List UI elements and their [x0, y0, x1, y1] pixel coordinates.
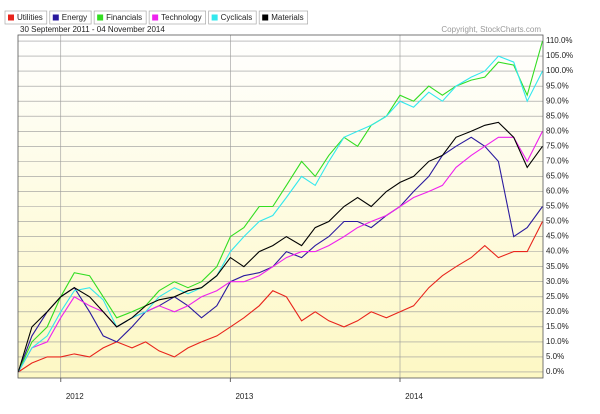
legend-swatch — [262, 14, 269, 21]
subtitle: 30 September 2011 - 04 November 2014 — [20, 25, 165, 34]
copyright: Copyright, StockCharts.com — [441, 25, 541, 34]
legend-box — [258, 10, 309, 25]
y-tick-label: 30.0% — [546, 277, 569, 286]
legend-label: Cyclicals — [221, 13, 253, 22]
legend-box — [93, 10, 147, 25]
y-tick-label: 50.0% — [546, 217, 569, 226]
legend-swatch — [97, 14, 104, 21]
y-tick-label: 95.0% — [546, 81, 569, 90]
legend-swatch — [211, 14, 218, 21]
y-tick-label: 55.0% — [546, 202, 569, 211]
y-tick-label: 15.0% — [546, 322, 569, 331]
y-tick-label: 60.0% — [546, 187, 569, 196]
legend-box — [4, 10, 48, 25]
y-tick-label: 90.0% — [546, 96, 569, 105]
legend-swatch — [52, 14, 59, 21]
y-tick-label: 80.0% — [546, 126, 569, 135]
y-tick-label: 105.0% — [546, 51, 573, 60]
plot-border — [17, 34, 544, 379]
y-tick-label: 110.0% — [546, 36, 573, 45]
y-tick-label: 65.0% — [546, 172, 569, 181]
legend-box — [49, 10, 92, 25]
series-line — [17, 40, 544, 373]
y-tick-label: 100.0% — [546, 66, 573, 75]
legend-label: Materials — [271, 13, 303, 22]
y-tick-label: 0.0% — [546, 367, 564, 376]
legend-label: Technology — [161, 13, 201, 22]
legend-label: Financials — [106, 13, 142, 22]
y-tick-label: 75.0% — [546, 141, 569, 150]
legend-box — [208, 10, 257, 25]
legend-swatch — [8, 14, 14, 21]
legend-swatch — [152, 14, 159, 21]
series-line — [17, 136, 543, 373]
y-tick-label: 70.0% — [546, 156, 569, 165]
series-line — [17, 121, 543, 373]
y-tick-label: 45.0% — [546, 232, 569, 241]
y-tick-label: 40.0% — [546, 247, 569, 256]
y-tick-label: 10.0% — [546, 337, 569, 346]
x-tick-label: 2013 — [235, 392, 253, 401]
legend-label: Energy — [62, 13, 87, 22]
x-tick-label: 2012 — [66, 392, 84, 401]
legend-label: Utilities — [17, 13, 43, 22]
series-line — [17, 55, 543, 373]
y-tick-label: 35.0% — [546, 262, 569, 271]
y-tick-label: 25.0% — [546, 292, 569, 301]
series-line — [17, 221, 543, 373]
y-tick-label: 5.0% — [546, 352, 564, 361]
y-tick-label: 20.0% — [546, 307, 569, 316]
x-tick-label: 2014 — [405, 392, 423, 401]
y-tick-label: 85.0% — [546, 111, 569, 120]
legend-box — [148, 10, 206, 25]
